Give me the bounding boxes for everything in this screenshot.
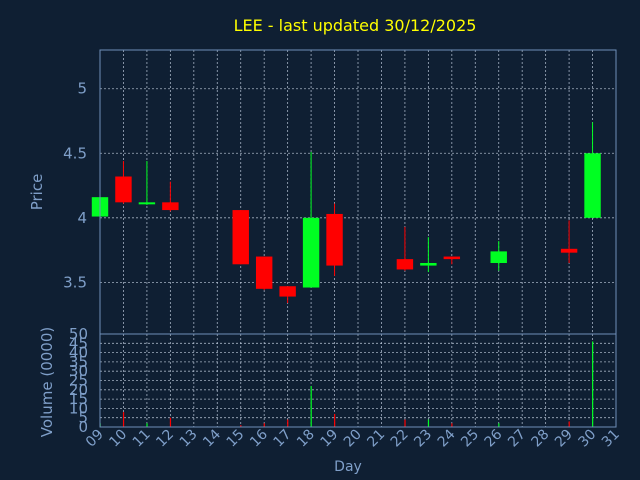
candle-body	[443, 256, 461, 260]
candle	[162, 181, 179, 212]
candle	[420, 237, 437, 273]
volume-bar	[310, 386, 312, 427]
candle	[584, 122, 601, 218]
candle-body	[490, 251, 507, 263]
candle	[138, 161, 156, 205]
chart-title: LEE - last updated 30/12/2025	[234, 16, 477, 35]
candle-body	[115, 176, 132, 203]
candle	[302, 151, 320, 288]
candle	[115, 161, 132, 204]
candle	[560, 220, 578, 263]
volume-bar	[451, 423, 453, 427]
candle-body	[279, 286, 296, 297]
volume-tick-label: 25	[69, 372, 88, 390]
candle	[255, 256, 273, 291]
volume-bar	[122, 412, 125, 427]
price-tick-label: 3.5	[63, 273, 87, 291]
candle-body	[420, 263, 437, 266]
candle	[490, 241, 507, 271]
volume-bar	[287, 419, 289, 427]
volume-tick-label: 10	[69, 399, 88, 417]
volume-tick-label: 35	[69, 353, 88, 371]
candle-body	[138, 202, 156, 205]
volume-bar	[263, 423, 265, 427]
candle-body	[560, 248, 578, 253]
price-panel: 3.5 4 4.5 5 Price	[28, 49, 617, 335]
price-axis-label: Price	[28, 174, 46, 211]
volume-bar	[404, 419, 406, 427]
volume-tick-label: 30	[69, 362, 88, 380]
candle	[326, 203, 343, 276]
price-axis-ticks: 3.5 4 4.5 5	[63, 80, 87, 292]
volume-bar	[568, 421, 570, 427]
candle-body	[162, 202, 179, 211]
candle-body	[232, 210, 249, 265]
x-axis-ticks: 09 10 11 12 13 14 15 16 17 18 19 20 21 22 23 24 25 26 27 28…	[83, 426, 623, 450]
candle-body	[302, 217, 320, 288]
volume-tick-label: 0	[78, 418, 88, 436]
volume-tick-label: 40	[69, 344, 88, 362]
candle-body	[326, 213, 343, 266]
volume-bar	[427, 419, 430, 427]
volume-tick-label: 45	[69, 334, 88, 352]
volume-tick-label: 50	[69, 325, 88, 343]
candle-body	[255, 256, 273, 289]
candle-body	[584, 153, 601, 218]
volume-bar	[592, 341, 594, 427]
volume-bar	[334, 413, 336, 427]
price-tick-label: 4.5	[63, 144, 87, 162]
x-axis-label: Day	[334, 459, 362, 475]
volume-bar	[146, 423, 148, 427]
volume-bars	[99, 341, 594, 427]
volume-bar	[498, 423, 500, 427]
volume-bar	[169, 417, 172, 427]
volume-tick-label: 20	[69, 381, 88, 399]
price-tick-label: 4	[77, 209, 87, 227]
price-tick-label: 5	[77, 80, 87, 98]
volume-plot-frame	[99, 333, 617, 428]
candle	[396, 226, 414, 271]
volume-bar	[240, 425, 242, 427]
candle	[279, 286, 296, 304]
volume-axis-label: Volume (0000)	[38, 327, 56, 437]
candle	[443, 256, 461, 265]
candle	[232, 210, 249, 265]
candle-body	[396, 259, 414, 270]
volume-tick-label: 5	[78, 409, 88, 427]
volume-tick-label: 15	[69, 390, 88, 408]
price-candles	[91, 122, 601, 304]
